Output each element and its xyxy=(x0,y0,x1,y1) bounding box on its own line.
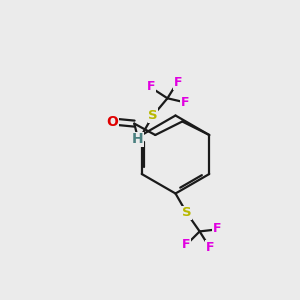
Text: F: F xyxy=(206,241,214,254)
Text: S: S xyxy=(182,206,192,220)
Text: H: H xyxy=(131,132,143,146)
Text: O: O xyxy=(106,115,118,129)
Text: F: F xyxy=(181,96,189,109)
Text: S: S xyxy=(148,109,158,122)
Text: F: F xyxy=(147,80,155,93)
Text: F: F xyxy=(182,238,190,251)
Text: F: F xyxy=(213,222,221,235)
Text: F: F xyxy=(174,76,182,89)
